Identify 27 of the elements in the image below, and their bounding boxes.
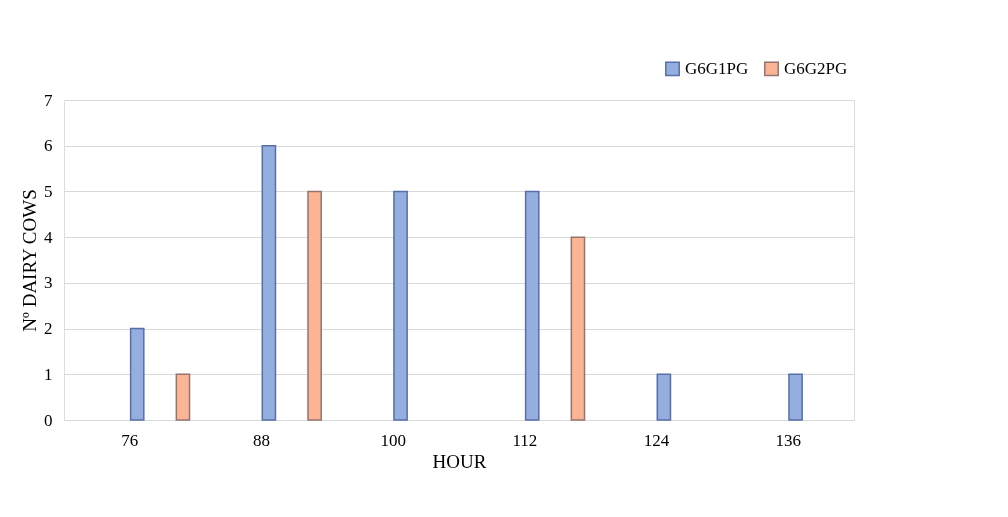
y-tick-label: 2 [44,319,53,339]
x-tick-label: 124 [643,430,670,450]
y-tick-label: 0 [44,410,53,430]
x-tick-label: 100 [380,430,406,450]
bar [261,144,277,421]
bar [656,373,672,421]
legend-label: G6G2PG [784,58,848,78]
x-tick-label: 76 [121,430,139,450]
bar [175,373,191,421]
x-tick-label: 88 [253,430,270,450]
bar [524,190,540,421]
bar [570,236,586,421]
x-tick-label: 112 [512,430,538,450]
bar [129,327,145,421]
legend-label: G6G1PG [685,58,749,78]
bar [307,190,322,421]
y-tick-label: 4 [44,227,53,247]
y-tick-label: 6 [44,136,53,156]
y-tick-label: 7 [44,90,53,110]
y-tick-label: 3 [44,273,53,293]
y-axis-title: Nº DAIRY COWS [19,189,40,332]
y-tick-label: 5 [44,181,53,201]
x-axis-title: HOUR [432,450,487,472]
bar [788,373,803,421]
x-tick-label: 136 [775,430,801,450]
bar [393,190,408,421]
y-tick-label: 1 [44,364,53,384]
